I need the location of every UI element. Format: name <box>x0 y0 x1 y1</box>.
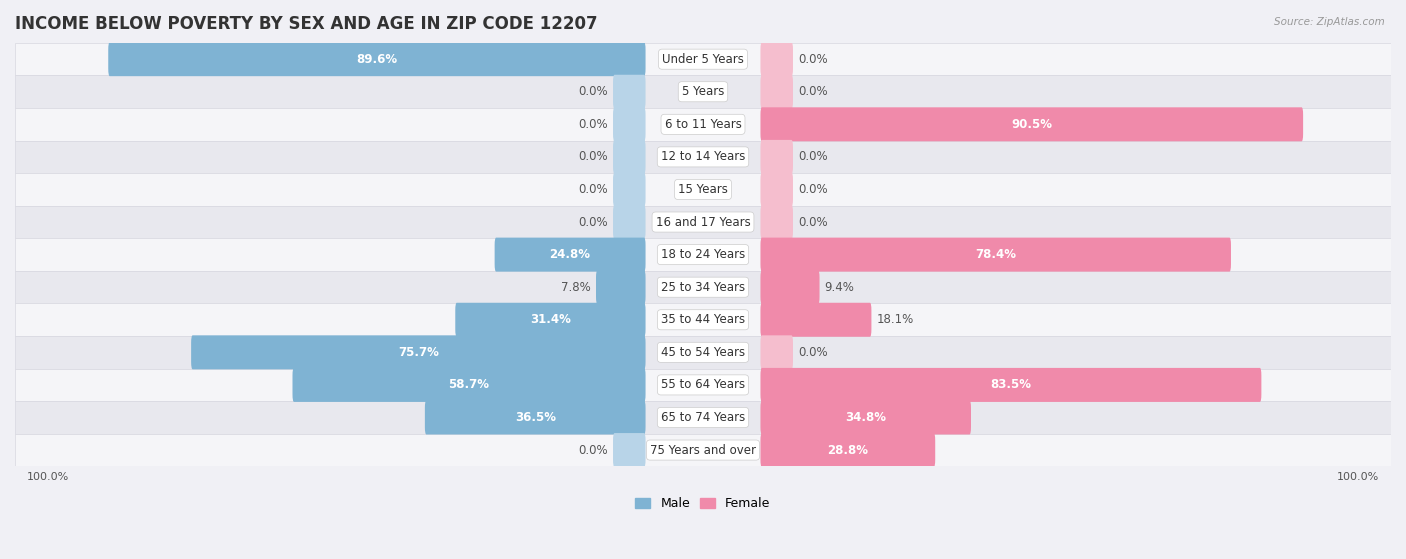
Text: 35 to 44 Years: 35 to 44 Years <box>661 313 745 326</box>
Bar <box>15 206 1391 238</box>
Text: 0.0%: 0.0% <box>578 216 607 229</box>
FancyBboxPatch shape <box>761 75 793 109</box>
Text: 0.0%: 0.0% <box>578 150 607 163</box>
Text: 65 to 74 Years: 65 to 74 Years <box>661 411 745 424</box>
Text: 15 Years: 15 Years <box>678 183 728 196</box>
Text: 0.0%: 0.0% <box>799 216 828 229</box>
FancyBboxPatch shape <box>191 335 645 369</box>
FancyBboxPatch shape <box>761 42 793 76</box>
Bar <box>15 304 1391 336</box>
Bar <box>15 434 1391 466</box>
Text: Under 5 Years: Under 5 Years <box>662 53 744 65</box>
FancyBboxPatch shape <box>613 75 645 109</box>
FancyBboxPatch shape <box>456 303 645 337</box>
Bar <box>15 43 1391 75</box>
Text: 58.7%: 58.7% <box>449 378 489 391</box>
FancyBboxPatch shape <box>761 368 1261 402</box>
Text: 12 to 14 Years: 12 to 14 Years <box>661 150 745 163</box>
Text: 0.0%: 0.0% <box>799 53 828 65</box>
Text: 16 and 17 Years: 16 and 17 Years <box>655 216 751 229</box>
FancyBboxPatch shape <box>613 173 645 206</box>
Text: 34.8%: 34.8% <box>845 411 886 424</box>
Text: 0.0%: 0.0% <box>799 346 828 359</box>
Text: 0.0%: 0.0% <box>578 183 607 196</box>
FancyBboxPatch shape <box>613 107 645 141</box>
Bar <box>15 401 1391 434</box>
Text: 24.8%: 24.8% <box>550 248 591 261</box>
Legend: Male, Female: Male, Female <box>630 492 776 515</box>
Text: 0.0%: 0.0% <box>799 183 828 196</box>
Text: 83.5%: 83.5% <box>990 378 1032 391</box>
Bar <box>15 173 1391 206</box>
Text: 45 to 54 Years: 45 to 54 Years <box>661 346 745 359</box>
FancyBboxPatch shape <box>761 433 935 467</box>
Text: 75 Years and over: 75 Years and over <box>650 443 756 457</box>
FancyBboxPatch shape <box>495 238 645 272</box>
FancyBboxPatch shape <box>761 335 793 369</box>
FancyBboxPatch shape <box>761 238 1232 272</box>
FancyBboxPatch shape <box>596 270 645 304</box>
Text: 90.5%: 90.5% <box>1011 118 1052 131</box>
Text: 18.1%: 18.1% <box>876 313 914 326</box>
FancyBboxPatch shape <box>761 140 793 174</box>
Text: 18 to 24 Years: 18 to 24 Years <box>661 248 745 261</box>
Text: 0.0%: 0.0% <box>578 118 607 131</box>
Text: 25 to 34 Years: 25 to 34 Years <box>661 281 745 293</box>
FancyBboxPatch shape <box>761 303 872 337</box>
FancyBboxPatch shape <box>761 400 972 434</box>
Text: INCOME BELOW POVERTY BY SEX AND AGE IN ZIP CODE 12207: INCOME BELOW POVERTY BY SEX AND AGE IN Z… <box>15 15 598 33</box>
Text: 28.8%: 28.8% <box>827 443 869 457</box>
FancyBboxPatch shape <box>613 433 645 467</box>
FancyBboxPatch shape <box>613 205 645 239</box>
Text: 5 Years: 5 Years <box>682 86 724 98</box>
Text: 31.4%: 31.4% <box>530 313 571 326</box>
Text: 75.7%: 75.7% <box>398 346 439 359</box>
FancyBboxPatch shape <box>425 400 645 434</box>
Text: 55 to 64 Years: 55 to 64 Years <box>661 378 745 391</box>
Text: 7.8%: 7.8% <box>561 281 591 293</box>
Bar <box>15 141 1391 173</box>
FancyBboxPatch shape <box>292 368 645 402</box>
Text: 0.0%: 0.0% <box>799 150 828 163</box>
Bar <box>15 108 1391 141</box>
Bar <box>15 75 1391 108</box>
Text: 6 to 11 Years: 6 to 11 Years <box>665 118 741 131</box>
Text: 0.0%: 0.0% <box>578 443 607 457</box>
Text: 89.6%: 89.6% <box>356 53 398 65</box>
Text: 0.0%: 0.0% <box>799 86 828 98</box>
Bar <box>15 336 1391 368</box>
FancyBboxPatch shape <box>761 270 820 304</box>
FancyBboxPatch shape <box>108 42 645 76</box>
Text: 9.4%: 9.4% <box>824 281 855 293</box>
Bar <box>15 271 1391 304</box>
Bar <box>15 368 1391 401</box>
Bar <box>15 238 1391 271</box>
Text: 78.4%: 78.4% <box>976 248 1017 261</box>
FancyBboxPatch shape <box>761 107 1303 141</box>
FancyBboxPatch shape <box>613 140 645 174</box>
Text: Source: ZipAtlas.com: Source: ZipAtlas.com <box>1274 17 1385 27</box>
Text: 0.0%: 0.0% <box>578 86 607 98</box>
FancyBboxPatch shape <box>761 205 793 239</box>
Text: 36.5%: 36.5% <box>515 411 555 424</box>
FancyBboxPatch shape <box>761 173 793 206</box>
